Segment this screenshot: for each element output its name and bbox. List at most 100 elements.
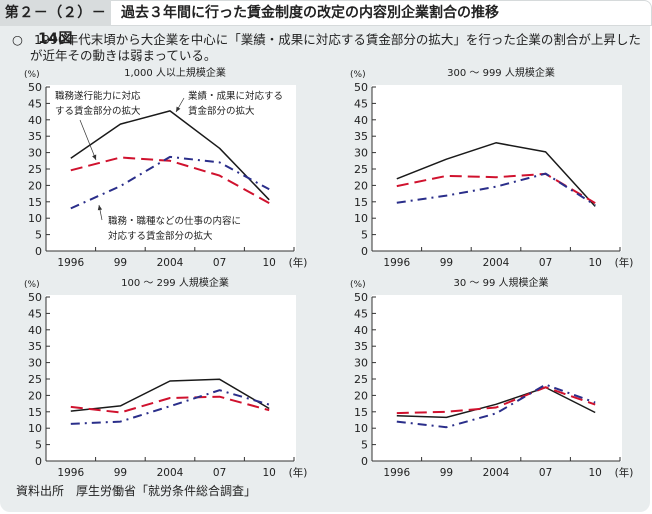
y-tick-label: 40: [354, 114, 368, 127]
y-tick-label: 10: [354, 212, 368, 225]
figure-header: 第２－（２）－14図 過去３年間に行った賃金制度の改定の内容別企業割合の推移: [0, 0, 652, 47]
x-tick-label: 10: [263, 257, 276, 269]
y-tick-label: 35: [28, 340, 42, 353]
y-tick-label: 50: [28, 291, 42, 304]
y-tick-label: 0: [35, 245, 42, 258]
chart-title: 300 ～ 999 人規模企業: [447, 66, 555, 79]
y-tick-label: 5: [35, 439, 42, 452]
x-tick-label: 07: [539, 467, 552, 479]
x-axis-unit: (年): [289, 256, 308, 269]
y-tick-label: 45: [28, 307, 42, 320]
y-axis-unit: (%): [350, 280, 366, 290]
x-tick-label: 99: [440, 257, 453, 269]
y-tick-label: 10: [28, 212, 42, 225]
chart-title: 1,000 人以上規模企業: [124, 66, 226, 79]
x-tick-label: 2004: [157, 257, 184, 269]
annotation-arrow-ability: [79, 119, 97, 161]
y-tick-label: 50: [354, 81, 368, 94]
y-tick-label: 0: [35, 455, 42, 468]
y-tick-label: 35: [354, 340, 368, 353]
y-tick-label: 0: [361, 455, 368, 468]
annotation-label-performance: 業績・成果に対応する: [188, 90, 283, 102]
y-tick-label: 5: [35, 229, 42, 242]
x-tick-label: 07: [213, 257, 226, 269]
series-line-performance: [70, 378, 270, 412]
y-tick-label: 10: [28, 422, 42, 435]
x-tick-label: 1996: [383, 467, 410, 479]
chart-30-99: 30 ～ 99 人規模企業 (%) 0 5 10 15 20 25 30 35 40 45 50 1996…: [350, 276, 634, 479]
x-tick-label: 1996: [383, 257, 410, 269]
y-tick-label: 40: [28, 324, 42, 337]
y-tick-label: 35: [354, 130, 368, 143]
annotation-label-ability: 職務遂行能力に対応: [55, 90, 141, 102]
y-tick-label: 15: [28, 196, 42, 209]
y-tick-label: 5: [361, 229, 368, 242]
summary-text: ○ 1990年代末頃から大企業を中心に「業績・成果に対応する賃金部分の拡大」を行っ…: [12, 32, 642, 64]
summary-line-2: が近年その動きは弱まっている。: [30, 48, 217, 63]
x-axis-unit: (年): [289, 466, 308, 479]
series-line-performance: [396, 142, 596, 207]
plot-area: [46, 85, 296, 251]
figure-label: 第２－（２）－14図: [0, 0, 111, 47]
chart-title: 30 ～ 99 人規模企業: [454, 276, 549, 289]
x-tick-label: 99: [440, 467, 453, 479]
series-line-job_content: [70, 389, 270, 425]
x-tick-label: 07: [213, 467, 226, 479]
x-axis-unit: (年): [615, 466, 634, 479]
y-axis-unit: (%): [350, 70, 366, 80]
series-line-ability: [396, 386, 596, 415]
source-note: 資料出所 厚生労働省「就労条件総合調査」: [16, 484, 257, 498]
arrowhead-icon: [92, 154, 97, 160]
y-tick-label: 20: [354, 389, 368, 402]
y-tick-label: 15: [354, 406, 368, 419]
x-tick-label: 10: [263, 467, 276, 479]
y-tick-label: 50: [354, 291, 368, 304]
figure-title: 過去３年間に行った賃金制度の改定の内容別企業割合の推移: [111, 0, 652, 26]
annotation-label-performance: 賃金部分の拡大: [188, 105, 255, 117]
y-tick-label: 20: [354, 179, 368, 192]
y-tick-label: 45: [354, 307, 368, 320]
y-tick-label: 30: [354, 147, 368, 160]
plot-area: [372, 85, 622, 251]
x-tick-label: 07: [539, 257, 552, 269]
y-tick-label: 25: [28, 373, 42, 386]
series-line-performance: [70, 110, 270, 201]
chart-1000-plus: 1,000 人以上規模企業 (%) 0 5 10 15 20 25 30 35 40 45 50 1996…: [24, 66, 308, 269]
y-tick-label: 30: [354, 357, 368, 370]
x-tick-label: 99: [114, 257, 127, 269]
x-tick-label: 1996: [57, 467, 84, 479]
annotation-label-ability: する賃金部分の拡大: [55, 105, 141, 117]
series-line-job_content: [70, 155, 270, 210]
series-line-performance: [396, 386, 596, 419]
chart-title: 100 ～ 299 人規模企業: [121, 276, 229, 289]
y-tick-label: 0: [361, 245, 368, 258]
y-tick-label: 45: [354, 97, 368, 110]
chart-300-999: 300 ～ 999 人規模企業 (%) 0 5 10 15 20 25 30 35 40 45 50 19…: [350, 66, 633, 269]
x-tick-label: 2004: [483, 257, 510, 269]
plot-area: [372, 295, 622, 461]
y-tick-label: 30: [28, 147, 42, 160]
x-tick-label: 1996: [57, 257, 84, 269]
plot-area: [46, 295, 296, 461]
chart-100-299: 100 ～ 299 人規模企業 (%) 0 5 10 15 20 25 30 35 40 45 50 19…: [24, 276, 308, 479]
y-tick-label: 40: [354, 324, 368, 337]
x-tick-label: 10: [589, 467, 602, 479]
annotation-label-job_content: 対応する賃金部分の拡大: [108, 230, 213, 242]
x-tick-label: 2004: [157, 467, 184, 479]
y-tick-label: 35: [28, 130, 42, 143]
series-line-job_content: [396, 172, 596, 206]
summary-line-1: ○ 1990年代末頃から大企業を中心に「業績・成果に対応する賃金部分の拡大」を行っ…: [12, 32, 642, 48]
annotation-label-job_content: 職務・職種などの仕事の内容に: [108, 215, 241, 227]
arrowhead-icon: [97, 205, 103, 211]
y-tick-label: 15: [28, 406, 42, 419]
y-tick-label: 50: [28, 81, 42, 94]
x-tick-label: 99: [114, 467, 127, 479]
y-tick-label: 45: [28, 97, 42, 110]
x-tick-label: 2004: [483, 467, 510, 479]
y-tick-label: 10: [354, 422, 368, 435]
y-tick-label: 20: [28, 179, 42, 192]
y-tick-label: 15: [354, 196, 368, 209]
y-tick-label: 5: [361, 439, 368, 452]
series-line-job_content: [396, 383, 596, 429]
y-tick-label: 25: [28, 163, 42, 176]
